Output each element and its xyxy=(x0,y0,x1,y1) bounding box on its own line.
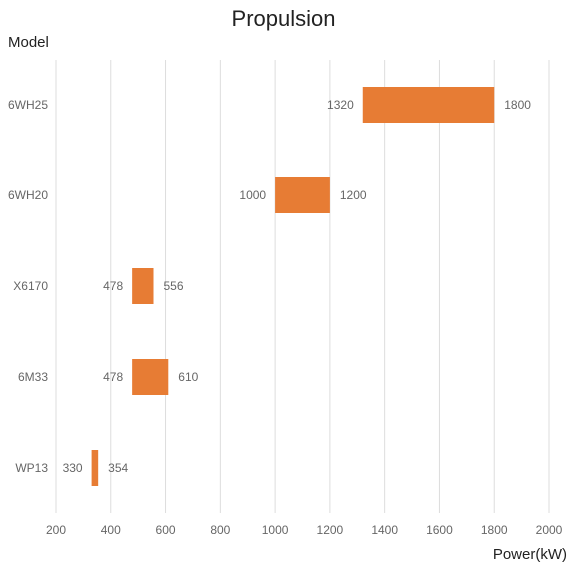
y-axis-label: Model xyxy=(8,34,49,51)
bar-high-label: 354 xyxy=(108,461,128,475)
bar-WP13 xyxy=(91,450,99,486)
x-tick-label: 400 xyxy=(101,523,121,537)
x-tick-label: 1200 xyxy=(317,523,344,537)
bar-high-label: 556 xyxy=(164,279,184,293)
bar-high-label: 1800 xyxy=(504,98,531,112)
bar-6WH25 xyxy=(362,87,495,123)
bar-X6170 xyxy=(132,268,154,304)
x-tick-label: 800 xyxy=(210,523,230,537)
x-tick-label: 2000 xyxy=(536,523,563,537)
x-tick-label: 1400 xyxy=(371,523,398,537)
bar-low-label: 330 xyxy=(63,461,83,475)
bar-low-label: 478 xyxy=(103,370,123,384)
bar-high-label: 1200 xyxy=(340,188,367,202)
y-tick-label: X6170 xyxy=(13,279,48,293)
bar-low-label: 1320 xyxy=(327,98,354,112)
y-tick-label: WP13 xyxy=(15,461,48,475)
bar-high-label: 610 xyxy=(178,370,198,384)
x-tick-label: 1800 xyxy=(481,523,508,537)
y-tick-label: 6M33 xyxy=(18,370,48,384)
bar-low-label: 478 xyxy=(103,279,123,293)
chart-title: Propulsion xyxy=(231,6,336,31)
bar-6M33 xyxy=(132,359,169,395)
x-tick-label: 1000 xyxy=(262,523,289,537)
x-tick-label: 600 xyxy=(156,523,176,537)
y-tick-label: 6WH25 xyxy=(8,98,48,112)
bar-low-label: 1000 xyxy=(239,188,266,202)
x-tick-label: 200 xyxy=(46,523,66,537)
y-tick-label: 6WH20 xyxy=(8,188,48,202)
bar-6WH20 xyxy=(275,177,330,213)
x-axis-label: Power(kW) xyxy=(492,546,567,563)
x-tick-label: 1600 xyxy=(426,523,453,537)
